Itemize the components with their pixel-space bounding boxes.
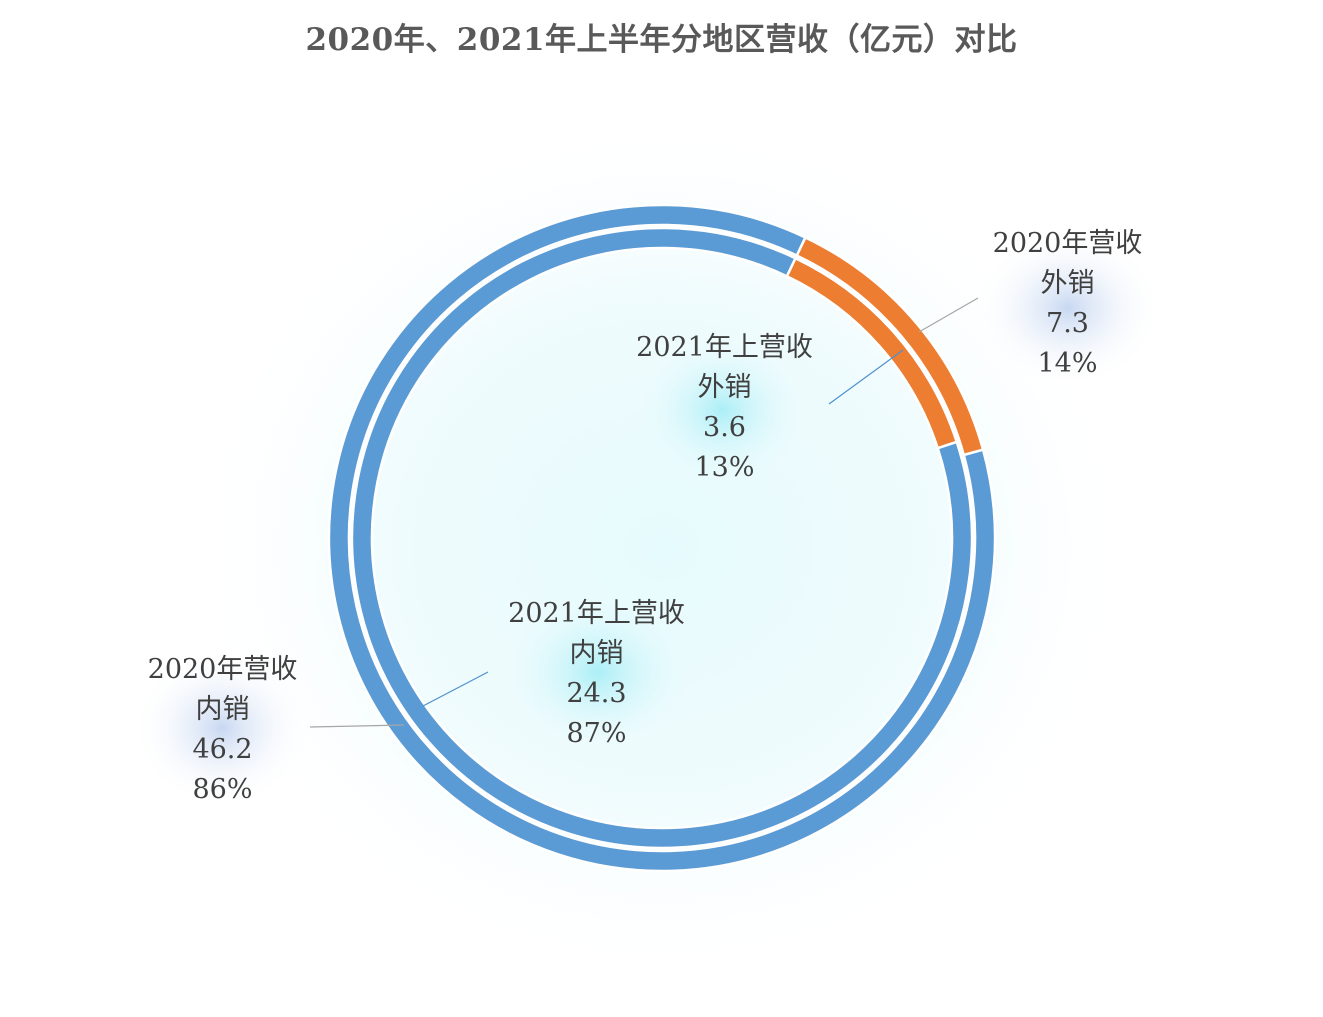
- label-percent: 14%: [1037, 348, 1098, 379]
- label-percent: 86%: [192, 774, 253, 805]
- label-percent: 87%: [566, 718, 627, 749]
- data-label-2020-export: 2020年营收 外销 7.3 14%: [980, 224, 1155, 384]
- label-glow: [132, 648, 312, 808]
- label-value: 7.3: [1046, 308, 1089, 339]
- label-glow: [503, 592, 693, 752]
- label-value: 24.3: [566, 678, 627, 709]
- label-category: 外销: [1040, 268, 1095, 299]
- label-value: 46.2: [192, 734, 253, 765]
- leader-line: [309, 724, 405, 728]
- label-percent: 13%: [694, 452, 755, 483]
- ring-outer-slice-domestic: [327, 203, 997, 873]
- label-category: 内销: [569, 638, 624, 669]
- leader-line: [828, 349, 904, 405]
- label-series-name: 2020年营收: [147, 654, 298, 685]
- label-series-name: 2020年营收: [992, 228, 1143, 259]
- label-series-name: 2021年上营收: [508, 598, 685, 629]
- leader-line: [422, 671, 489, 707]
- label-series-name: 2021年上营收: [636, 332, 813, 363]
- data-label-2021h1-export: 2021年上营收 外销 3.6 13%: [622, 328, 827, 488]
- label-glow: [637, 335, 807, 485]
- leader-line: [918, 297, 979, 333]
- data-label-2020-domestic: 2020年营收 内销 46.2 86%: [135, 650, 310, 810]
- label-glow: [973, 228, 1163, 388]
- label-value: 3.6: [703, 412, 746, 443]
- ring-inner-slice-domestic: [350, 226, 974, 850]
- label-category: 内销: [195, 694, 250, 725]
- data-label-2021h1-domestic: 2021年上营收 内销 24.3 87%: [494, 594, 699, 754]
- chart-title: 2020年、2021年上半年分地区营收（亿元）对比: [305, 22, 1018, 58]
- label-category: 外销: [697, 372, 752, 403]
